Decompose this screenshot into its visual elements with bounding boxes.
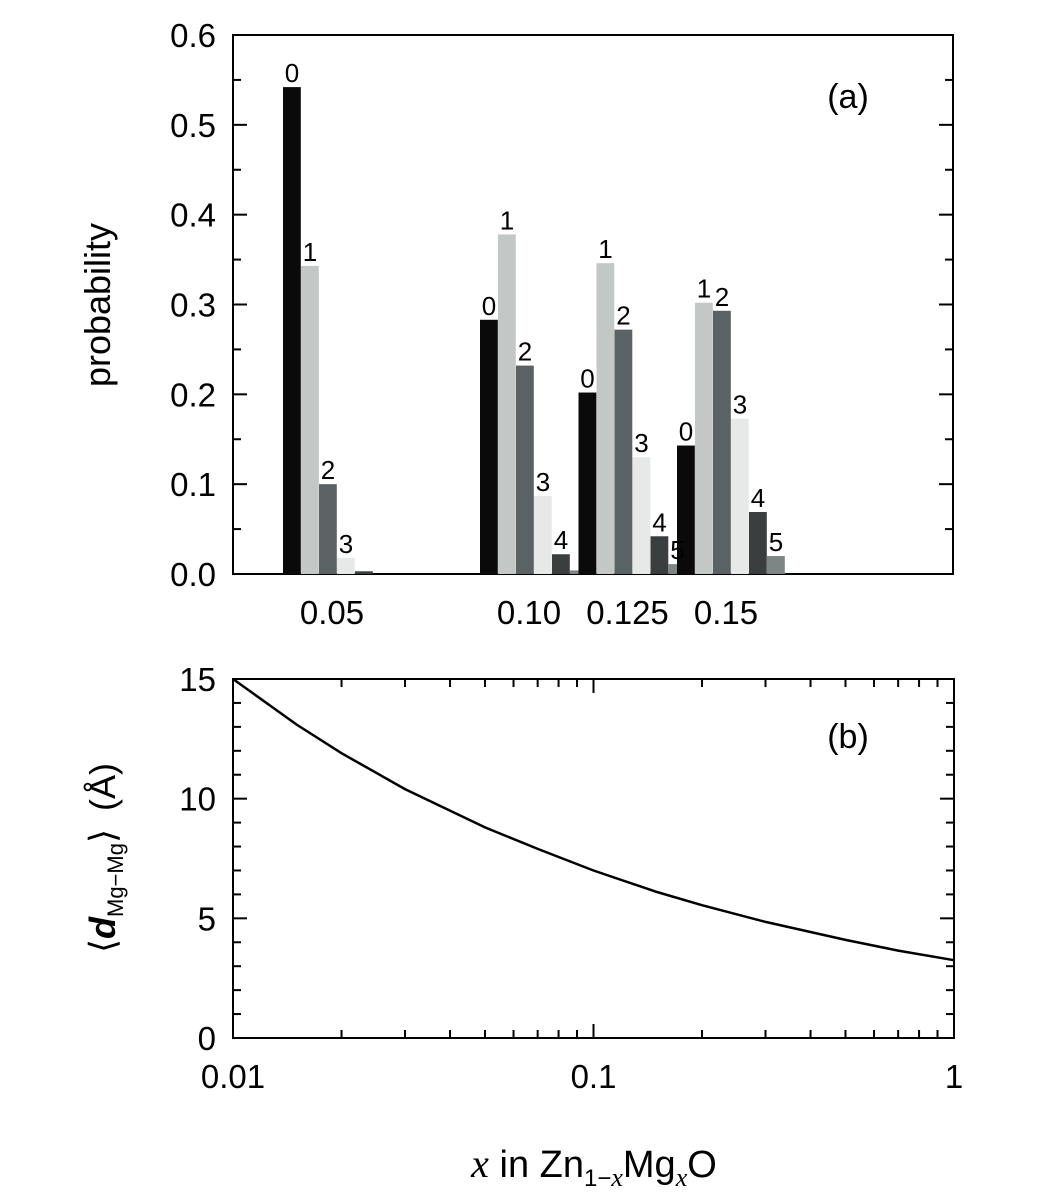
bar-label-0.15-n0: 0	[679, 417, 693, 447]
bar-label-0.125-n0: 0	[580, 364, 594, 394]
bar-0.05-n0	[283, 87, 301, 574]
bar-label-0.05-n0: 0	[285, 58, 299, 88]
a-xtick-label: 0.10	[497, 594, 561, 631]
a-ytick-label: 0.3	[170, 287, 216, 324]
b-ytick-label: 0	[198, 1020, 216, 1057]
y-label-subscript: Mg−Mg	[103, 843, 128, 917]
bar-label-0.05-n2: 2	[321, 455, 335, 485]
bar-label-0.10-n3: 3	[536, 467, 550, 497]
bar-0.125-n3	[632, 457, 651, 574]
bar-0.125-n0	[578, 392, 597, 574]
bar-0.05-n4	[355, 571, 373, 574]
bar-label-0.15-n2: 2	[715, 282, 729, 312]
bar-label-0.15-n4: 4	[751, 483, 765, 513]
b-ytick-label: 5	[198, 900, 216, 937]
bar-0.10-n1	[498, 234, 516, 574]
bar-0.10-n2	[516, 365, 534, 574]
b-xtick-label: 1	[945, 1058, 963, 1095]
bar-0.15-n1	[695, 302, 713, 574]
svg-text:⟨dMg−Mg⟩ (Å): ⟨dMg−Mg⟩ (Å)	[82, 763, 128, 953]
bar-0.10-n4	[552, 554, 570, 574]
a-xtick-label: 0.05	[300, 594, 364, 631]
bar-label-0.05-n1: 1	[303, 237, 317, 267]
panel-a-x-tick-labels: 0.05 0.10 0.125 0.15	[300, 594, 758, 631]
bar-0.15-n5	[767, 556, 785, 574]
bar-0.05-n3	[337, 557, 355, 574]
panel-a-y-ticks: 0.0 0.1 0.2 0.3 0.4 0.5 0.6	[170, 17, 953, 593]
angle-bracket-right: ⟩	[82, 829, 123, 843]
bar-label-0.125-n1: 1	[598, 234, 612, 264]
bar-0.15-n3	[731, 418, 749, 574]
bar-label-0.10-n2: 2	[518, 337, 532, 367]
bar-0.125-n1	[596, 263, 615, 574]
angle-bracket-left: ⟨	[82, 939, 123, 953]
a-ytick-label: 0.0	[170, 556, 216, 593]
panel-b-series-line	[232, 677, 955, 962]
bar-0.15-n0	[677, 445, 695, 574]
bar-0.125-n4	[650, 536, 669, 574]
x-label-x: x	[470, 1141, 489, 1186]
x-label-sub1: 1−	[584, 1165, 611, 1192]
panel-a-label: (a)	[827, 78, 869, 116]
bar-0.10-n0	[480, 319, 498, 574]
a-ytick-label: 0.2	[170, 376, 216, 413]
panel-b-y-axis-label: ⟨dMg−Mg⟩ (Å)	[82, 763, 128, 953]
bar-label-0.15-n5: 5	[769, 527, 783, 557]
a-ytick-label: 0.6	[170, 17, 216, 54]
bar-0.125-n2	[614, 329, 633, 574]
panel-a-y-axis-label: probability	[77, 223, 118, 387]
a-ytick-label: 0.5	[170, 107, 216, 144]
panel-b-y-ticks: 0 5 10 15	[179, 661, 954, 1057]
panel-b-x-axis-label: x in Zn1−xMgxO	[470, 1141, 717, 1192]
panel-a-bars	[283, 87, 785, 574]
x-label-sub-x: x	[675, 1163, 688, 1192]
bar-label-0.15-n1: 1	[697, 274, 711, 304]
y-label-unit: (Å)	[82, 763, 123, 811]
bar-label-0.125-n4: 4	[652, 507, 666, 537]
bar-0.05-n2	[319, 484, 337, 574]
a-ytick-label: 0.4	[170, 197, 216, 234]
bar-label-0.15-n3: 3	[733, 390, 747, 420]
b-ytick-label: 10	[179, 781, 216, 818]
y-label-d: d	[82, 916, 123, 939]
panel-b-line-chart: 0 5 10 15 0.01 0.1 1 (b) ⟨dMg−Mg⟩ (Å) x in Zn…	[82, 661, 963, 1192]
bar-0.15-n2	[713, 310, 731, 574]
a-ytick-label: 0.1	[170, 466, 216, 503]
bar-label-0.10-n1: 1	[500, 205, 514, 235]
bar-label-0.10-n4: 4	[554, 525, 568, 555]
b-xtick-label: 0.1	[571, 1058, 617, 1095]
a-xtick-label: 0.125	[586, 594, 669, 631]
x-label-in-zn: in Zn	[489, 1144, 584, 1186]
panel-b-x-ticks: 0.01 0.1 1	[201, 679, 963, 1095]
bar-0.05-n1	[301, 265, 319, 574]
bar-label-0.125-n5: 5	[670, 535, 684, 565]
x-label-o: O	[687, 1144, 717, 1186]
a-xtick-label: 0.15	[694, 594, 758, 631]
bar-label-0.125-n2: 2	[616, 301, 630, 331]
b-ytick-label: 15	[179, 661, 216, 698]
bar-label-0.125-n3: 3	[634, 428, 648, 458]
bar-0.10-n3	[534, 495, 552, 574]
bar-label-0.10-n0: 0	[482, 291, 496, 321]
b-xtick-label: 0.01	[201, 1058, 265, 1095]
bar-label-0.05-n3: 3	[339, 529, 353, 559]
x-label-sub1-x: x	[610, 1163, 623, 1192]
x-label-mg: Mg	[623, 1144, 676, 1186]
panel-b-label: (b)	[827, 718, 869, 756]
bar-0.15-n4	[749, 512, 767, 574]
